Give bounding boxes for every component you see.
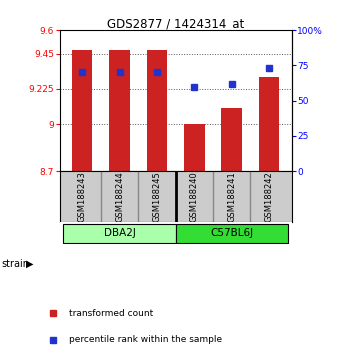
Text: C57BL6J: C57BL6J <box>210 228 253 238</box>
Bar <box>147 51 167 171</box>
Text: GSM188240: GSM188240 <box>190 171 199 222</box>
Bar <box>72 51 92 171</box>
Text: strain: strain <box>2 259 30 269</box>
Bar <box>184 124 205 171</box>
Text: GSM188244: GSM188244 <box>115 171 124 222</box>
Bar <box>259 77 279 171</box>
Text: GSM188243: GSM188243 <box>78 171 87 222</box>
Bar <box>221 108 242 171</box>
FancyBboxPatch shape <box>63 223 176 243</box>
Text: DBA2J: DBA2J <box>104 228 135 238</box>
FancyBboxPatch shape <box>176 223 288 243</box>
Bar <box>109 51 130 171</box>
Text: GSM188241: GSM188241 <box>227 171 236 222</box>
Text: ▶: ▶ <box>26 259 33 269</box>
Text: transformed count: transformed count <box>70 309 154 318</box>
Text: GSM188242: GSM188242 <box>265 171 273 222</box>
Title: GDS2877 / 1424314_at: GDS2877 / 1424314_at <box>107 17 244 30</box>
Text: percentile rank within the sample: percentile rank within the sample <box>70 335 223 344</box>
Text: GSM188245: GSM188245 <box>152 171 161 222</box>
